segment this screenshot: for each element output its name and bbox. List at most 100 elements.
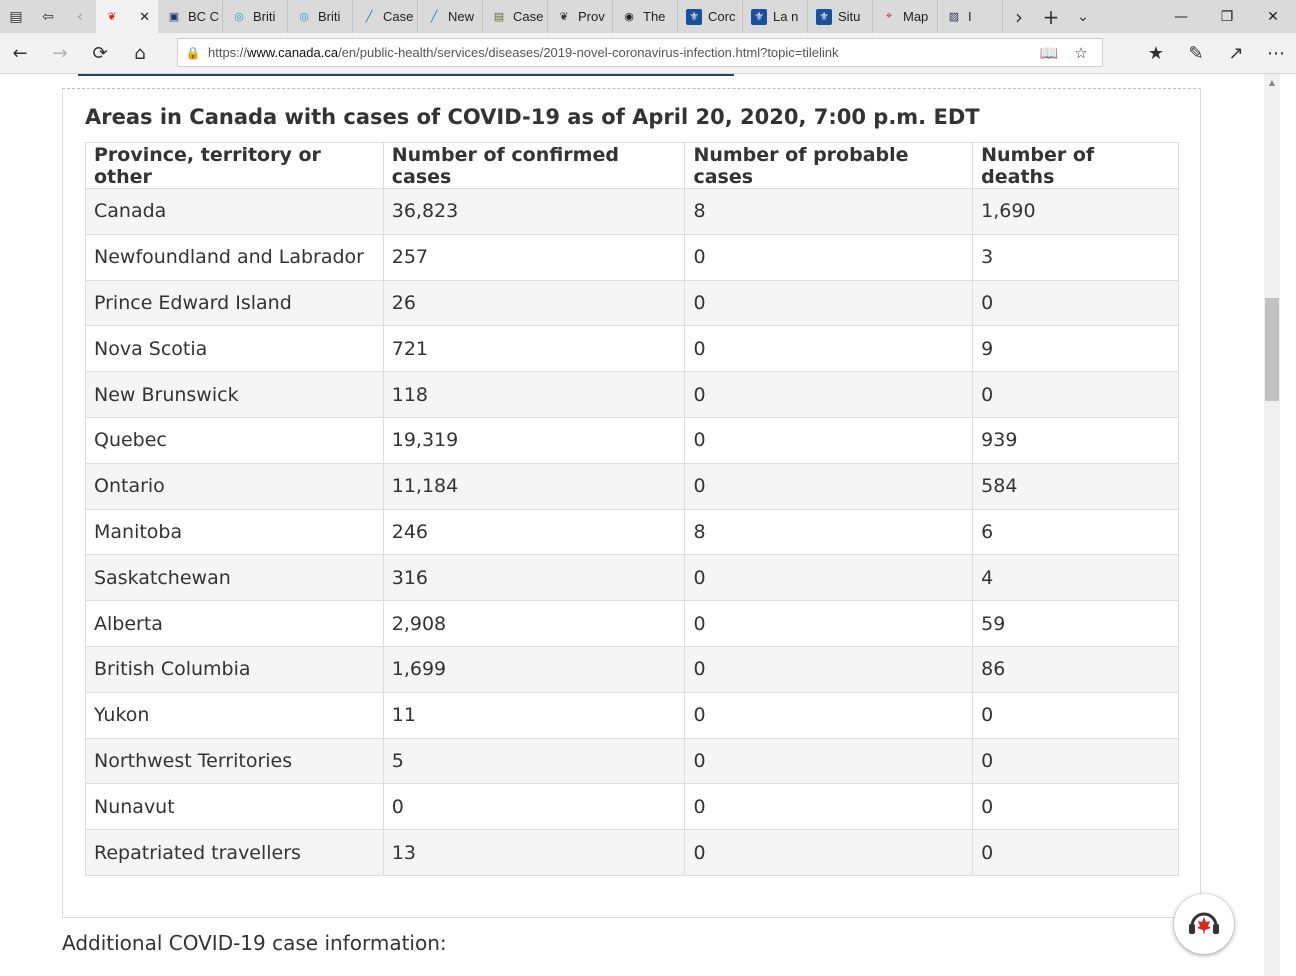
- cell-confirmed: 2,908: [382, 600, 686, 647]
- share-icon[interactable]: ↗: [1228, 42, 1244, 64]
- home-icon[interactable]: ⌂: [134, 42, 146, 64]
- cell-deaths: 9: [972, 325, 1179, 373]
- cell-province: Canada: [85, 188, 384, 235]
- cell-probable: 0: [684, 645, 974, 693]
- tab-label: BC C: [188, 9, 220, 24]
- browser-tab[interactable]: ╱ New: [418, 0, 483, 33]
- browser-tab[interactable]: ❦ ✕: [96, 0, 158, 33]
- restore-icon[interactable]: ❐: [1220, 8, 1234, 25]
- vertical-scrollbar[interactable]: ▲: [1264, 74, 1280, 976]
- header-confirmed: Number of confirmed cases: [382, 142, 686, 189]
- tab-preview-icon[interactable]: ⌄: [1077, 8, 1089, 25]
- table-row: Saskatchewan 316 0 4: [85, 554, 1179, 602]
- table-header-row: Province, territory or other Number of c…: [85, 142, 1179, 189]
- scroll-tabs-left-icon[interactable]: ‹: [77, 8, 83, 25]
- cell-province: Alberta: [85, 600, 384, 647]
- cell-probable: 0: [684, 691, 974, 739]
- cell-confirmed: 316: [382, 554, 686, 602]
- table-row: Alberta 2,908 0 59: [85, 600, 1179, 647]
- browser-tab[interactable]: ◉ The: [613, 0, 678, 33]
- cell-confirmed: 0: [382, 783, 686, 831]
- favorite-star-icon[interactable]: ☆: [1074, 43, 1088, 62]
- table-row: Northwest Territories 5 0 0: [85, 737, 1179, 785]
- cell-province: Repatriated travellers: [85, 829, 384, 876]
- more-icon[interactable]: ⋯: [1267, 42, 1285, 64]
- tab-label: I: [968, 9, 972, 24]
- table-panel: [62, 88, 1201, 918]
- close-tab-icon[interactable]: ✕: [139, 8, 150, 24]
- cell-province: Quebec: [85, 416, 384, 464]
- web-note-icon[interactable]: ✎: [1188, 42, 1204, 64]
- table-row: Ontario 11,184 0 584: [85, 462, 1179, 510]
- table-row: Repatriated travellers 13 0 0: [85, 829, 1179, 876]
- tab-actions-icon[interactable]: ▤: [9, 8, 23, 25]
- tab-strip: ▤ ⇦ ‹ ❦ ✕ ▣ BC C ◎ Briti ◎ Briti ╱ Case ╱ New ▤ Case ❦…: [0, 0, 1296, 33]
- cell-deaths: 59: [972, 600, 1179, 647]
- cell-confirmed: 13: [382, 829, 686, 876]
- browser-tab[interactable]: ⚜ Corc: [678, 0, 743, 33]
- browser-tab[interactable]: ◎ Briti: [223, 0, 288, 33]
- tab-label: La n: [773, 9, 799, 24]
- cell-confirmed: 26: [382, 279, 686, 327]
- navigation-bar: ← → ⟳ ⌂ 🔒 https://www.canada.ca/en/publi…: [0, 33, 1296, 74]
- new-tab-icon[interactable]: +: [1042, 4, 1060, 29]
- cell-probable: 0: [684, 462, 974, 510]
- tab-label: Briti: [318, 9, 341, 24]
- cell-province: Newfoundland and Labrador: [85, 233, 384, 281]
- lock-icon[interactable]: 🔒: [185, 45, 201, 60]
- scroll-thumb[interactable]: [1265, 298, 1279, 401]
- back-icon[interactable]: ←: [12, 42, 28, 64]
- set-tabs-aside-icon[interactable]: ⇦: [42, 8, 54, 25]
- table-row: New Brunswick 118 0 0: [85, 371, 1179, 418]
- image-icon: ▨: [948, 11, 960, 23]
- table-row: Manitoba 246 8 6: [85, 508, 1179, 556]
- browser-tab[interactable]: ▤ Case: [483, 0, 548, 33]
- headset-maple-icon: [1189, 912, 1219, 935]
- cell-deaths: 0: [972, 371, 1179, 418]
- bc-gov-icon: ◎: [299, 11, 309, 23]
- cell-province: Northwest Territories: [85, 737, 384, 785]
- browser-tab[interactable]: ⚜ La n: [743, 0, 808, 33]
- url-text[interactable]: https://www.canada.ca/en/public-health/s…: [208, 45, 839, 60]
- browser-tab[interactable]: ╱ Case: [353, 0, 418, 33]
- cell-deaths: 6: [972, 508, 1179, 556]
- browser-tab[interactable]: ⚜ Situ: [808, 0, 873, 33]
- tab-label: Case: [513, 9, 544, 24]
- cell-deaths: 86: [972, 645, 1179, 693]
- browser-tab[interactable]: ▣ BC C: [158, 0, 223, 33]
- tab-list: ❦ ✕ ▣ BC C ◎ Briti ◎ Briti ╱ Case ╱ New ▤ Case ❦ Prov ◉ T…: [96, 0, 1003, 33]
- cell-province: Manitoba: [85, 508, 384, 556]
- cell-province: Saskatchewan: [85, 554, 384, 602]
- bc-cdc-icon: ▣: [168, 11, 180, 23]
- chart-line-icon: ╱: [365, 11, 373, 23]
- document-icon: ▤: [493, 11, 505, 23]
- cell-confirmed: 721: [382, 325, 686, 373]
- refresh-icon[interactable]: ⟳: [92, 42, 108, 64]
- cell-probable: 0: [684, 783, 974, 831]
- table-row: Newfoundland and Labrador 257 0 3: [85, 233, 1179, 281]
- favorites-icon[interactable]: ★: [1147, 42, 1165, 64]
- address-bar[interactable]: 🔒 https://www.canada.ca/en/public-health…: [177, 38, 1103, 67]
- cell-confirmed: 36,823: [382, 188, 686, 235]
- browser-tab[interactable]: ◎ Briti: [288, 0, 353, 33]
- cell-deaths: 0: [972, 279, 1179, 327]
- animal-icon: ❦: [559, 11, 569, 23]
- table-row: Yukon 11 0 0: [85, 691, 1179, 739]
- table-row: Canada 36,823 8 1,690: [85, 188, 1179, 235]
- browser-tab[interactable]: ⌖ Map: [873, 0, 938, 33]
- close-window-icon[interactable]: ✕: [1267, 8, 1279, 25]
- scroll-tabs-right-icon[interactable]: ›: [1015, 4, 1023, 29]
- link-underline[interactable]: [78, 74, 734, 76]
- table-row: Quebec 19,319 0 939: [85, 416, 1179, 464]
- cell-confirmed: 257: [382, 233, 686, 281]
- table-caption: Areas in Canada with cases of COVID-19 a…: [85, 105, 980, 129]
- fleur-de-lis-icon: ⚜: [816, 8, 832, 25]
- minimize-icon[interactable]: —: [1174, 8, 1188, 25]
- scroll-up-icon[interactable]: ▲: [1268, 77, 1276, 87]
- cell-province: Prince Edward Island: [85, 279, 384, 327]
- browser-tab[interactable]: ▨ I: [938, 0, 1003, 33]
- chat-agent-button[interactable]: [1174, 894, 1234, 954]
- reading-view-icon[interactable]: 📖: [1039, 43, 1059, 62]
- browser-tab[interactable]: ❦ Prov: [548, 0, 613, 33]
- forward-icon[interactable]: →: [52, 42, 68, 64]
